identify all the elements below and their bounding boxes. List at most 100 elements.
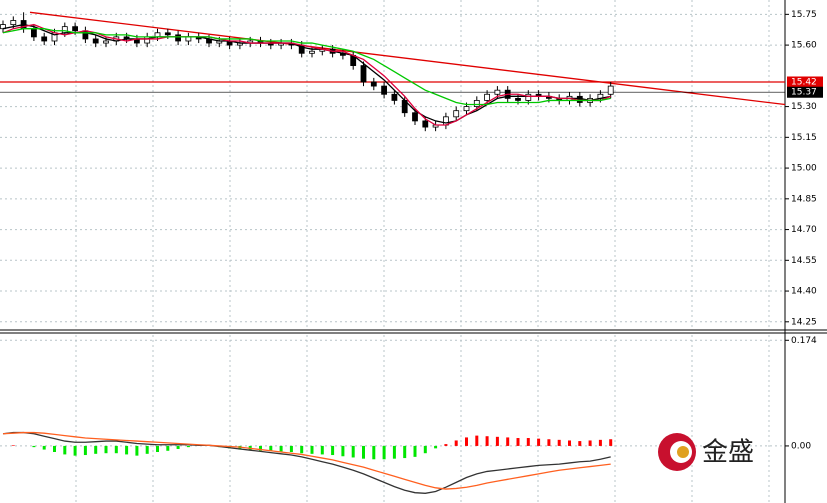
histogram-bar [495, 436, 499, 446]
candle-body [463, 106, 470, 112]
histogram-bar [310, 445, 314, 454]
candle-body [453, 110, 460, 118]
histogram-bar [259, 445, 262, 451]
histogram-bar [300, 445, 304, 454]
histogram-bar [114, 445, 118, 454]
histogram-bar [526, 438, 530, 446]
y-tick-label: 14.40 [791, 287, 817, 297]
histogram-bar [135, 445, 139, 456]
histogram-bar [598, 439, 602, 446]
candle-body [422, 120, 429, 128]
histogram-bar [331, 445, 335, 456]
y-tick-label: 15.30 [791, 102, 817, 112]
candle-body [92, 38, 99, 44]
candle-body [72, 26, 78, 32]
histogram-bar [516, 438, 520, 446]
histogram-bar [125, 445, 129, 455]
y-tick-label: 15.00 [791, 164, 817, 174]
histogram-bar [42, 445, 46, 450]
candle-body [103, 40, 109, 44]
candle-body [370, 81, 377, 87]
histogram-bar [506, 437, 510, 446]
histogram-bar [289, 445, 293, 452]
y-tick-label: 14.55 [791, 256, 817, 266]
histogram-bar [351, 445, 355, 458]
histogram-bar [557, 439, 561, 446]
indicator-line [2, 431, 611, 490]
histogram-bar [53, 445, 56, 452]
histogram-bar [362, 445, 365, 459]
histogram-bar [279, 445, 283, 452]
logo-text: 金盛 [702, 438, 754, 468]
histogram-bar [454, 440, 458, 446]
y-tick-label: 14.25 [791, 317, 817, 327]
candle-body [41, 36, 48, 42]
logo-icon [677, 446, 689, 458]
histogram-bar [145, 445, 149, 454]
histogram-bar [341, 445, 345, 457]
candle-body [360, 65, 367, 83]
histogram-bar [320, 445, 324, 455]
histogram-bar [537, 438, 541, 446]
histogram-bar [73, 445, 77, 456]
histogram-bar [485, 436, 489, 446]
candle-body [494, 89, 501, 95]
histogram-bar [465, 437, 468, 446]
y-tick-label: 0.174 [791, 336, 817, 346]
candle-body [484, 93, 491, 101]
trendline [29, 11, 786, 106]
candle-body [30, 28, 37, 38]
candle-body [607, 85, 614, 95]
time-grid [0, 333, 785, 503]
histogram-bar [372, 445, 376, 460]
histogram-bar [547, 439, 551, 446]
y-tick-label: 15.60 [791, 41, 817, 51]
price-label: 15.42 [791, 77, 817, 87]
histogram-bar [11, 445, 15, 446]
candle-body [10, 20, 17, 25]
candle-body [144, 36, 151, 44]
histogram-bar [186, 445, 190, 448]
candle-body [309, 50, 315, 54]
price-label-box [787, 76, 823, 88]
candle-body [381, 85, 388, 95]
histogram-bar [444, 444, 448, 446]
candle-body [515, 97, 521, 101]
indicator-line [2, 431, 611, 494]
candle-body [412, 112, 418, 122]
histogram-bar [434, 445, 438, 449]
logo: 金盛 [658, 433, 754, 471]
candle-body [473, 100, 480, 107]
y-tick-label: 15.75 [791, 10, 817, 20]
candle-body [175, 34, 182, 42]
candle-body [576, 95, 583, 103]
histogram-bar [578, 441, 582, 446]
histogram-bar [32, 445, 36, 448]
price-label-box [787, 86, 823, 98]
histogram-bar [382, 445, 386, 460]
histogram-bar [269, 445, 273, 451]
candle-body [391, 93, 398, 101]
histogram-bar [392, 445, 396, 459]
candle-body [82, 30, 89, 40]
y-tick-label: 0.00 [791, 441, 811, 451]
candle-body [164, 32, 171, 36]
histogram-bar [568, 440, 571, 446]
histogram-bar [166, 445, 170, 451]
candle-body [61, 26, 68, 34]
histogram-bar [588, 440, 592, 446]
histogram-bar [423, 445, 427, 454]
y-tick-label: 14.85 [791, 194, 817, 204]
histogram-bar [475, 435, 479, 446]
y-tick-label: 14.70 [791, 225, 817, 235]
y-tick-label: 15.15 [791, 133, 817, 143]
time-grid [0, 0, 785, 330]
histogram-bar [609, 439, 613, 446]
indicator-line [2, 23, 611, 124]
histogram-bar [104, 445, 108, 454]
histogram-bar [83, 445, 87, 456]
histogram-bar [413, 445, 417, 457]
price-label: 15.37 [791, 88, 817, 98]
histogram-bar [94, 445, 98, 454]
